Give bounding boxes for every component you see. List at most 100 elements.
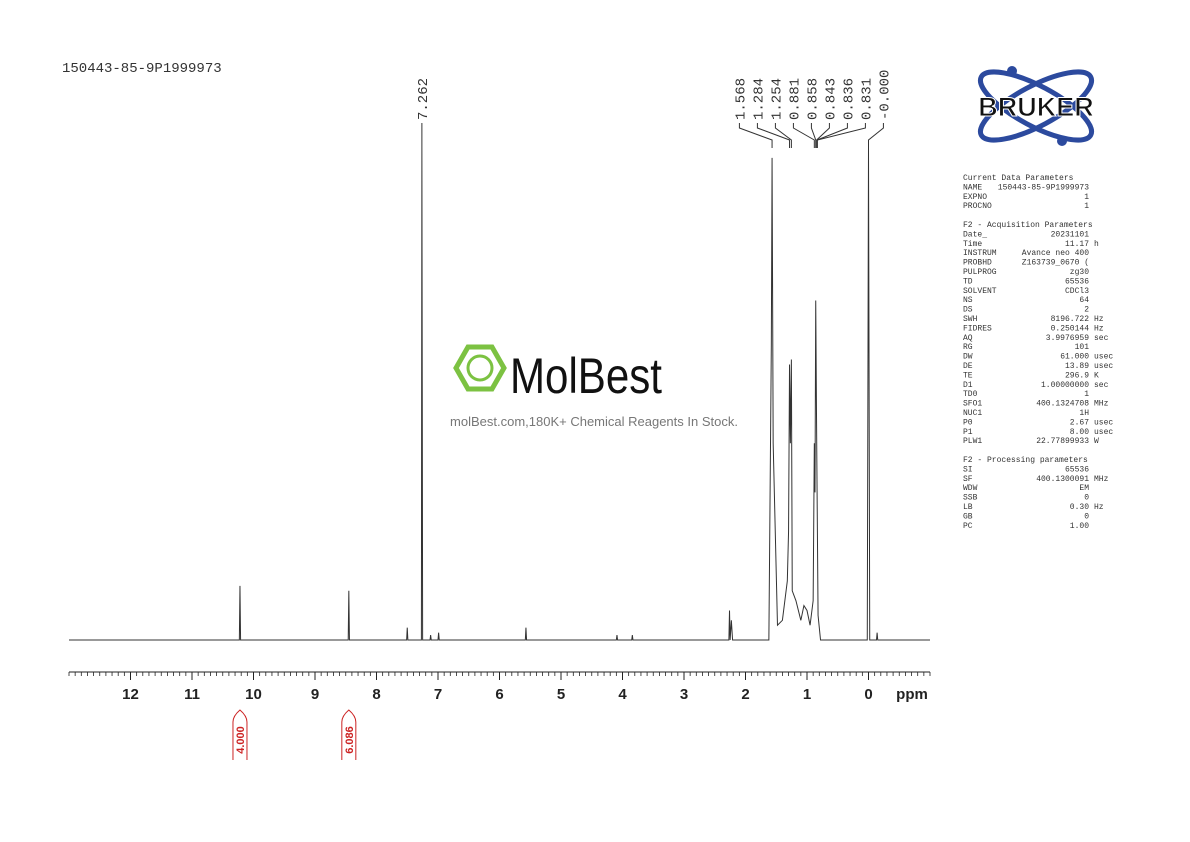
- param-name: WDW: [963, 484, 978, 493]
- param-unit: usec: [1094, 353, 1113, 362]
- peak-label: 0.836: [841, 78, 857, 120]
- param-value: 0.30: [1070, 503, 1089, 512]
- param-value: 0: [1084, 494, 1089, 503]
- peak-label: 7.262: [416, 78, 432, 120]
- param-value: 296.9: [1065, 371, 1089, 380]
- param-value: 1: [1084, 202, 1089, 211]
- param-value: 8.00: [1070, 428, 1089, 437]
- param-unit: sec: [1094, 381, 1109, 390]
- param-value: 13.89: [1065, 362, 1089, 371]
- param-value: 20231101: [1051, 230, 1090, 239]
- param-unit: usec: [1094, 362, 1113, 371]
- param-name: RG: [963, 343, 973, 352]
- x-tick-label: 11: [184, 686, 200, 703]
- x-tick-label: 7: [434, 686, 442, 703]
- param-name: NS: [963, 296, 973, 305]
- peak-label: 1.254: [769, 78, 785, 120]
- param-name: PROBHD: [963, 259, 992, 268]
- param-value: CDCl3: [1065, 287, 1089, 296]
- x-tick-label: 10: [245, 686, 262, 703]
- sample-id: 150443-85-9P1999973: [62, 61, 222, 77]
- param-value: 65536: [1065, 465, 1089, 474]
- x-tick-label: 5: [557, 686, 565, 703]
- param-unit: usec: [1094, 428, 1113, 437]
- peak-leader: [774, 123, 792, 148]
- x-tick-label: 6: [495, 686, 503, 703]
- param-name: PLW1: [963, 437, 982, 446]
- param-name: DE: [963, 362, 973, 371]
- param-value: 150443-85-9P1999973: [998, 183, 1089, 192]
- x-tick-label: 4: [618, 686, 627, 703]
- param-name: TD: [963, 277, 973, 286]
- param-value: 0.250144: [1051, 324, 1090, 333]
- param-value: 8196.722: [1051, 315, 1090, 324]
- x-tick-label: 1: [803, 686, 811, 703]
- x-tick-label: 2: [741, 686, 749, 703]
- integral-label: 6.086: [344, 726, 356, 754]
- param-name: TD0: [963, 390, 978, 399]
- x-tick-label: 12: [122, 686, 139, 703]
- param-value: 22.77899933: [1036, 437, 1089, 446]
- bruker-logo: BRUKER: [978, 66, 1094, 146]
- peak-label: 0.881: [787, 78, 803, 120]
- param-name: SFO1: [963, 400, 982, 409]
- param-value: 64: [1079, 296, 1089, 305]
- param-name: PULPROG: [963, 268, 997, 277]
- param-name: EXPNO: [963, 193, 987, 202]
- param-unit: h: [1094, 240, 1099, 249]
- param-value: 1: [1084, 390, 1089, 399]
- param-value: 400.1300091: [1036, 475, 1089, 484]
- param-name: Time: [963, 240, 982, 249]
- integral-label: 4.000: [235, 726, 247, 754]
- watermark: MolBest molBest.com,180K+ Chemical Reage…: [450, 344, 738, 429]
- param-name: FIDRES: [963, 324, 992, 333]
- x-tick-label: 9: [311, 686, 319, 703]
- param-name: SOLVENT: [963, 287, 997, 296]
- peak-label: 0.831: [859, 78, 875, 120]
- peak-leader: [868, 123, 884, 148]
- param-value: 1: [1084, 193, 1089, 202]
- x-axis-label: ppm: [896, 686, 928, 703]
- param-name: Date_: [963, 230, 987, 239]
- param-name: AQ: [963, 334, 973, 343]
- param-name: GB: [963, 512, 973, 521]
- param-name: SSB: [963, 494, 978, 503]
- param-name: DW: [963, 353, 973, 362]
- peak-leader: [738, 123, 773, 148]
- section-title: F2 - Acquisition Parameters: [963, 221, 1093, 230]
- param-value: 3.9976959: [1046, 334, 1089, 343]
- peak-label: 0.858: [805, 78, 821, 120]
- integral-bracket: [341, 709, 357, 760]
- param-name: PROCNO: [963, 202, 992, 211]
- logo-text: BRUKER: [978, 92, 1094, 122]
- param-value: 1H: [1079, 409, 1089, 418]
- param-name: D1: [963, 381, 973, 390]
- param-value: EM: [1079, 484, 1089, 493]
- param-unit: Hz: [1094, 324, 1104, 333]
- peak-label: 1.284: [751, 78, 767, 120]
- param-unit: MHz: [1094, 475, 1109, 484]
- param-name: NAME: [963, 183, 982, 192]
- param-name: NUC1: [963, 409, 982, 418]
- peak-label: 1.568: [733, 78, 749, 120]
- param-unit: MHz: [1094, 400, 1109, 409]
- peak-leader: [792, 123, 815, 148]
- param-name: TE: [963, 371, 973, 380]
- param-value: 11.17: [1065, 240, 1089, 249]
- spectrum-line: [69, 147, 930, 641]
- param-value: 61.000: [1060, 353, 1089, 362]
- param-value: 1.00000000: [1041, 381, 1089, 390]
- param-name: SF: [963, 475, 973, 484]
- section-title: Current Data Parameters: [963, 174, 1074, 183]
- param-unit: Hz: [1094, 503, 1104, 512]
- param-unit: sec: [1094, 334, 1109, 343]
- param-name: INSTRUM: [963, 249, 997, 258]
- section-title: F2 - Processing parameters: [963, 456, 1088, 465]
- watermark-brand: MolBest: [510, 348, 662, 404]
- param-name: LB: [963, 503, 973, 512]
- param-value: 101: [1075, 343, 1090, 352]
